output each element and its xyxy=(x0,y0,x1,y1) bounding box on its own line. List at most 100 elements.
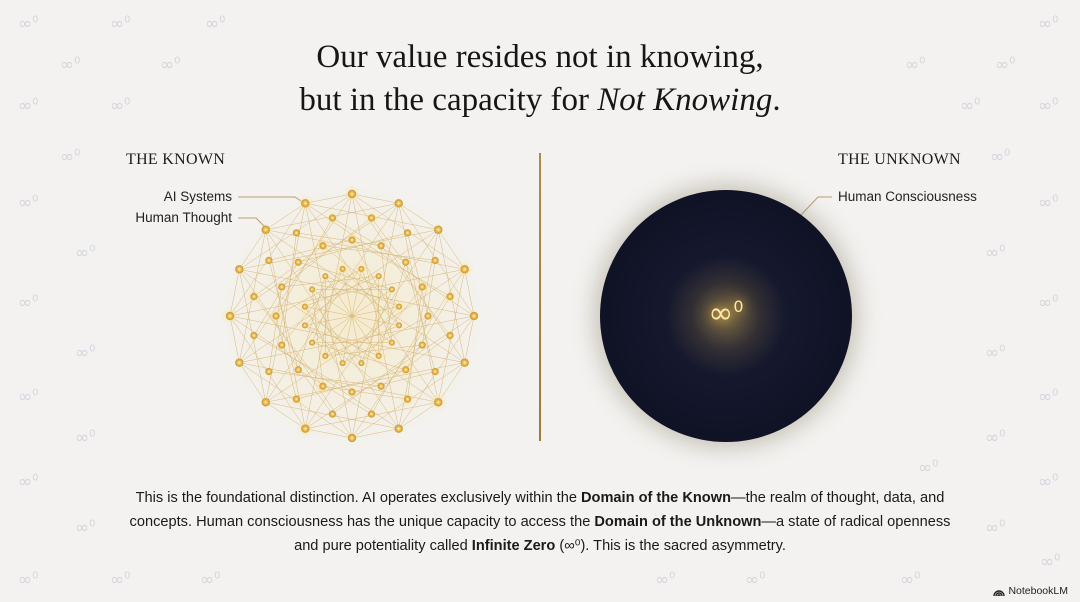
network-edge xyxy=(351,428,399,439)
network-edge xyxy=(351,315,379,357)
network-edge xyxy=(380,245,393,343)
network-edge xyxy=(304,325,382,387)
known-heading: THE KNOWN xyxy=(126,151,226,168)
notebooklm-logo-icon xyxy=(993,589,1006,596)
network-node xyxy=(367,214,376,222)
network-edge xyxy=(305,193,353,204)
watermark-infinite-zero-icon: ∞0 xyxy=(985,343,1006,363)
unknown-heading: THE UNKNOWN xyxy=(838,151,961,168)
network-edge xyxy=(305,428,353,439)
network-node xyxy=(294,366,302,374)
network-node xyxy=(402,366,410,374)
network-node xyxy=(377,242,385,250)
network-edge xyxy=(304,306,353,393)
watermark-infinite-zero-icon: ∞0 xyxy=(900,570,921,590)
body-bold-infinite-zero: Infinite Zero xyxy=(471,538,556,554)
network-edge xyxy=(281,217,372,288)
watermark-infinite-zero-icon: ∞0 xyxy=(960,96,981,116)
network-node xyxy=(396,303,403,310)
network-node xyxy=(278,341,286,349)
network-edge xyxy=(342,315,353,364)
watermark-infinite-zero-icon: ∞0 xyxy=(655,570,676,590)
network-edge xyxy=(325,344,423,357)
network-node xyxy=(235,265,244,274)
watermark-infinite-zero-icon: ∞0 xyxy=(160,55,181,75)
watermark-infinite-zero-icon: ∞0 xyxy=(60,147,81,167)
watermark-infinite-zero-icon: ∞0 xyxy=(75,518,96,538)
watermark-infinite-zero-icon: ∞0 xyxy=(985,243,1006,263)
network-node xyxy=(309,339,316,346)
network-edge xyxy=(304,315,353,326)
network-edge xyxy=(438,229,465,270)
network-node xyxy=(460,358,469,367)
watermark-infinite-zero-icon: ∞0 xyxy=(110,14,131,34)
network-edge xyxy=(351,239,400,326)
network-node xyxy=(358,360,365,367)
network-edge xyxy=(305,203,475,317)
watermark-infinite-zero-icon: ∞0 xyxy=(200,570,221,590)
watermark-infinite-zero-icon: ∞0 xyxy=(1038,96,1059,116)
void-glow xyxy=(666,256,786,376)
network-edge xyxy=(311,315,353,343)
network-node xyxy=(431,367,439,376)
network-node xyxy=(375,352,382,359)
network-edge xyxy=(298,232,408,263)
watermark-infinite-zero-icon: ∞0 xyxy=(18,570,39,590)
body-paragraph: This is the foundational distinction. AI… xyxy=(120,486,960,558)
network-edge xyxy=(265,402,306,429)
network-edge xyxy=(268,239,353,261)
network-node xyxy=(377,382,385,390)
network-node xyxy=(403,229,412,237)
watermark-infinite-zero-icon: ∞0 xyxy=(18,14,39,34)
body-bold-known: Domain of the Known xyxy=(581,490,731,506)
network-edge xyxy=(398,402,439,429)
network-node xyxy=(292,395,301,403)
network-node xyxy=(347,433,357,443)
watermark-infinite-zero-icon: ∞0 xyxy=(18,387,39,407)
infinite-zero-symbol: ∞0 xyxy=(600,296,852,331)
network-edges xyxy=(229,193,475,439)
watermark-infinite-zero-icon: ∞0 xyxy=(995,55,1016,75)
network-node xyxy=(396,322,403,329)
network-edge xyxy=(311,289,324,387)
network-node xyxy=(446,331,454,340)
network-node xyxy=(348,388,356,396)
network-node xyxy=(347,189,357,199)
network-edge xyxy=(351,315,362,364)
network-edge xyxy=(332,217,406,263)
watermark-infinite-zero-icon: ∞0 xyxy=(110,570,131,590)
network-edge xyxy=(342,315,429,364)
network-edge xyxy=(325,275,353,317)
network-node xyxy=(388,286,395,293)
network-edge xyxy=(268,260,299,370)
network-edge xyxy=(281,268,343,346)
network-edge xyxy=(407,286,423,400)
network-node xyxy=(403,395,412,403)
watermark-infinite-zero-icon: ∞0 xyxy=(985,518,1006,538)
network-node xyxy=(328,410,337,418)
network-edge xyxy=(298,262,392,290)
title-emphasis: Not Knowing xyxy=(597,82,773,118)
network-node xyxy=(431,256,439,265)
title-line-2: but in the capacity for Not Knowing. xyxy=(0,79,1080,122)
watermark-infinite-zero-icon: ∞0 xyxy=(18,193,39,213)
watermark-infinite-zero-icon: ∞0 xyxy=(918,458,939,478)
network-edge xyxy=(322,245,436,261)
network-node xyxy=(424,312,432,320)
network-node xyxy=(272,312,280,320)
network-edge xyxy=(361,286,423,364)
network-edge xyxy=(229,315,240,363)
network-node xyxy=(328,214,337,222)
network-node xyxy=(261,225,270,234)
network-edge xyxy=(304,306,353,317)
watermark-infinite-zero-icon: ∞0 xyxy=(60,55,81,75)
network-node xyxy=(348,236,356,244)
watermark-infinite-zero-icon: ∞0 xyxy=(1038,193,1059,213)
network-edge xyxy=(332,344,423,415)
network-edge xyxy=(304,275,379,307)
network-node xyxy=(278,283,286,291)
watermark-infinite-zero-icon: ∞0 xyxy=(905,55,926,75)
page-title: Our value resides not in knowing, but in… xyxy=(0,36,1080,122)
network-node xyxy=(319,382,327,390)
